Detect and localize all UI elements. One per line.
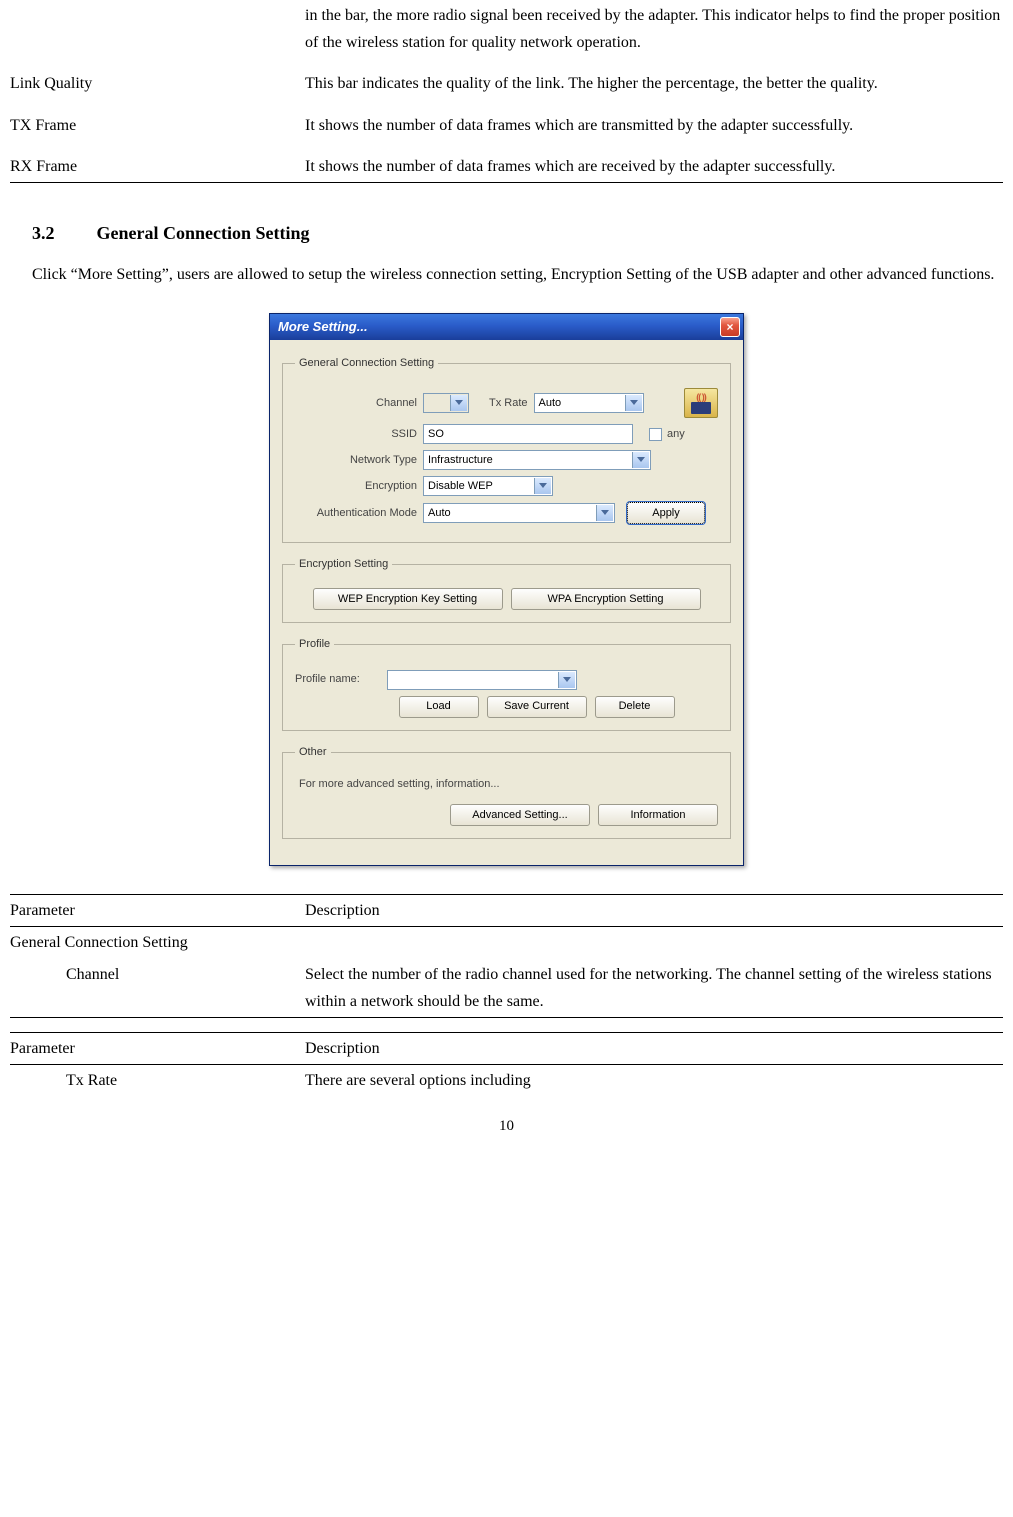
param-rx-frame: RX Frame [10, 151, 305, 182]
ssid-input[interactable]: SO [423, 424, 633, 444]
desc-link-quality: This bar indicates the quality of the li… [305, 68, 1003, 99]
advanced-setting-button[interactable]: Advanced Setting... [450, 804, 590, 826]
header-parameter-3: Parameter [10, 1032, 305, 1064]
txrate-select[interactable]: Auto [534, 393, 644, 413]
wpa-setting-button[interactable]: WPA Encryption Setting [511, 588, 701, 610]
label-channel: Channel [295, 394, 423, 413]
header-parameter-2: Parameter [10, 895, 305, 927]
auth-select[interactable]: Auto [423, 503, 615, 523]
label-any: any [667, 425, 685, 444]
network-type-select[interactable]: Infrastructure [423, 450, 651, 470]
encryption-select[interactable]: Disable WEP [423, 476, 553, 496]
dialog-title: More Setting... [278, 316, 368, 338]
any-checkbox[interactable] [649, 428, 662, 441]
label-network-type: Network Type [295, 451, 423, 470]
desc-rx-frame: It shows the number of data frames which… [305, 151, 1003, 182]
legend-general: General Connection Setting [295, 354, 438, 373]
section-heading: 3.2 General Connection Setting [32, 218, 1003, 249]
label-ssid: SSID [295, 425, 423, 444]
desc-txrate: There are several options including [305, 1065, 1003, 1097]
page-number: 10 [10, 1114, 1003, 1140]
apply-button[interactable]: Apply [627, 502, 705, 524]
param-table-2: Parameter Description General Connection… [10, 894, 1003, 1018]
delete-button[interactable]: Delete [595, 696, 675, 718]
wep-setting-button[interactable]: WEP Encryption Key Setting [313, 588, 503, 610]
param-table-3: Parameter Description Tx Rate There are … [10, 1032, 1003, 1096]
channel-select[interactable] [423, 393, 469, 413]
group-other: Other For more advanced setting, informa… [282, 743, 731, 839]
group-profile: Profile Profile name: Load Save Current … [282, 635, 731, 731]
information-button[interactable]: Information [598, 804, 718, 826]
desc-tx-frame: It shows the number of data frames which… [305, 110, 1003, 141]
param-channel: Channel [10, 959, 305, 1017]
desc-channel: Select the number of the radio channel u… [305, 959, 1003, 1017]
upper-param-table: in the bar, the more radio signal been r… [10, 0, 1003, 183]
legend-encryption: Encryption Setting [295, 555, 392, 574]
load-button[interactable]: Load [399, 696, 479, 718]
param-empty [10, 0, 305, 58]
other-text: For more advanced setting, information..… [299, 775, 718, 794]
more-setting-dialog: More Setting... × General Connection Set… [269, 313, 744, 866]
subsection-general: General Connection Setting [10, 927, 1003, 959]
wireless-icon [684, 388, 718, 418]
group-general: General Connection Setting Channel Tx Ra… [282, 354, 731, 544]
label-auth: Authentication Mode [295, 504, 423, 523]
close-icon[interactable]: × [720, 317, 740, 337]
param-link-quality: Link Quality [10, 68, 305, 99]
save-current-button[interactable]: Save Current [487, 696, 587, 718]
label-encryption: Encryption [295, 477, 423, 496]
param-txrate: Tx Rate [10, 1065, 305, 1097]
legend-other: Other [295, 743, 331, 762]
header-description-2: Description [305, 895, 1003, 927]
param-tx-frame: TX Frame [10, 110, 305, 141]
group-encryption: Encryption Setting WEP Encryption Key Se… [282, 555, 731, 623]
section-intro: Click “More Setting”, users are allowed … [32, 261, 1003, 288]
titlebar[interactable]: More Setting... × [270, 314, 743, 340]
profile-name-select[interactable] [387, 670, 577, 690]
label-profile-name: Profile name: [295, 670, 387, 689]
section-title: General Connection Setting [97, 223, 310, 243]
desc-signal: in the bar, the more radio signal been r… [305, 0, 1003, 58]
legend-profile: Profile [295, 635, 334, 654]
section-number: 3.2 [32, 218, 92, 249]
header-description-3: Description [305, 1032, 1003, 1064]
label-txrate: Tx Rate [489, 394, 528, 413]
